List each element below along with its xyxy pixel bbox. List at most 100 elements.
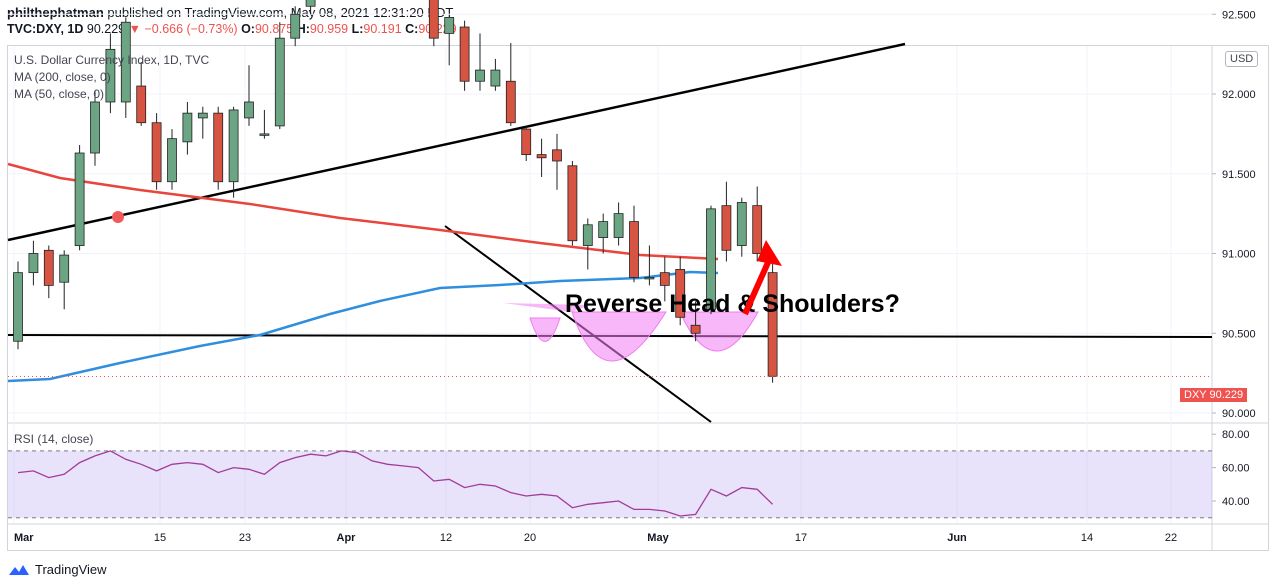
candle-body [613, 213, 624, 238]
candle-body [428, 0, 439, 39]
candle-body [536, 154, 547, 159]
left-shoulder-shape [529, 317, 561, 342]
touch-point-marker [112, 211, 124, 223]
annotation-text: Reverse Head & Shoulders? [565, 290, 900, 318]
candle-body [274, 37, 285, 127]
candle-body [244, 101, 254, 119]
x-tick-label: 20 [524, 532, 536, 544]
ma200-line [7, 162, 719, 261]
head-shape [571, 311, 667, 362]
candle-body [305, 0, 316, 7]
candle-body [629, 221, 639, 278]
x-tick-label: 17 [795, 532, 807, 544]
candle-body [690, 324, 701, 334]
y-tick-label: 90.500 [1222, 328, 1256, 340]
publisher-name: philthephatman [7, 5, 104, 20]
rsi-band [8, 450, 1212, 518]
candle-body [675, 269, 686, 318]
candle-body [582, 224, 593, 246]
x-tick-label: 15 [154, 532, 166, 544]
candle-body [59, 254, 70, 283]
x-tick-label: 22 [1165, 532, 1177, 544]
candle-body [767, 272, 778, 377]
candle-body [90, 101, 100, 154]
publication-line: philthephatman published on TradingView.… [7, 5, 453, 20]
candle-body [74, 152, 85, 246]
candle-body [290, 13, 301, 39]
candle-body [552, 149, 562, 162]
low-value: 90.191 [363, 22, 402, 36]
candle-body [644, 277, 655, 280]
candle-body [167, 138, 177, 183]
candle-body [736, 202, 747, 246]
candle-body [151, 122, 162, 183]
footer-brand-label: TradingView [35, 562, 107, 577]
down-arrow-icon: ▼ [128, 22, 141, 36]
open-value: 90.875 [254, 22, 294, 36]
candle-body [521, 128, 532, 156]
open-label: O: [241, 22, 255, 36]
footer-brand[interactable]: TradingView [8, 562, 107, 577]
y-tick-label: 90.000 [1222, 408, 1256, 420]
low-label: L: [351, 22, 364, 36]
candle-body [567, 165, 578, 242]
candle-body [105, 48, 116, 103]
tradingview-logo-icon [9, 564, 29, 575]
change-value: −0.666 (−0.73%) [144, 22, 238, 36]
candle-body [752, 205, 763, 254]
x-tick-label: 12 [440, 532, 452, 544]
candle-body [213, 112, 224, 183]
y-tick-label: 91.500 [1222, 169, 1256, 181]
x-tick-label: May [647, 532, 669, 544]
candle-body [197, 112, 208, 119]
candle-body [120, 21, 131, 103]
x-tick-label: Apr [337, 532, 357, 544]
candle-body [259, 133, 270, 136]
high-value: 90.959 [309, 22, 349, 36]
x-tick-label: Jun [947, 532, 967, 544]
close-label: C: [405, 22, 419, 36]
candle-body [228, 109, 239, 183]
up-arrow-shaft [742, 256, 773, 316]
candle-body [706, 208, 716, 310]
legend-ma200: MA (200, close, 0) [14, 70, 111, 84]
candle-body [28, 253, 39, 274]
rsi-tick-label: 60.00 [1222, 463, 1250, 475]
y-tick-label: 91.000 [1222, 249, 1256, 261]
candle-body [136, 85, 147, 124]
up-arrow-head [757, 240, 782, 266]
upper-trendline [7, 42, 906, 242]
rsi-line [17, 450, 774, 517]
candle-body [598, 221, 609, 238]
candle-body [43, 249, 54, 286]
candle-body [13, 272, 23, 342]
candle-body [659, 272, 670, 286]
x-tick-label: 23 [239, 532, 251, 544]
right-shoulder-shape [679, 311, 759, 352]
symbol-label: TVC:DXY, 1D [7, 22, 84, 36]
pattern-top-band [503, 303, 590, 312]
rsi-tick-label: 80.00 [1222, 429, 1250, 441]
last-price-tag: DXY 90.229 [1180, 388, 1248, 402]
y-tick-label: 92.000 [1222, 89, 1256, 101]
candle-body [505, 80, 516, 124]
candle-body [721, 205, 732, 251]
x-tick-label: Mar [14, 532, 34, 544]
legend-ma50: MA (50, close, 0) [14, 87, 105, 101]
chart-frame [7, 45, 1269, 551]
rsi-tick-label: 40.00 [1222, 496, 1250, 508]
candle-body [475, 69, 485, 82]
candle-body [490, 69, 501, 87]
published-text: published on TradingView.com, May 08, 20… [103, 5, 454, 20]
candle-body [182, 112, 193, 143]
legend-rsi: RSI (14, close) [14, 432, 94, 446]
y-tick-label: 92.500 [1222, 9, 1256, 21]
candle-body [444, 17, 455, 34]
last-price: 90.229 [86, 22, 126, 36]
ma50-line [7, 270, 719, 383]
x-tick-label: 14 [1081, 532, 1093, 544]
legend-title: U.S. Dollar Currency Index, 1D, TVC [14, 53, 210, 67]
currency-badge[interactable]: USD [1225, 51, 1259, 67]
candle-body [459, 26, 470, 82]
